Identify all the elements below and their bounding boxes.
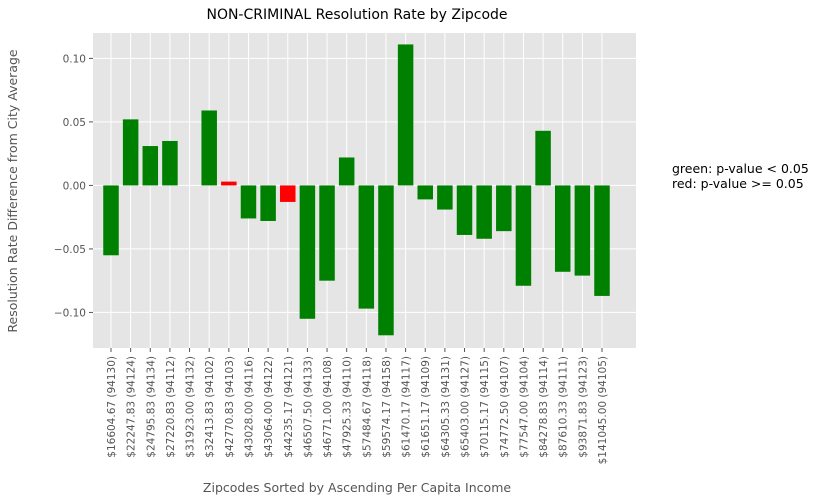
bar	[378, 185, 394, 336]
x-tick-label: $87610.33 (94111)	[558, 356, 570, 458]
y-tick-label: 0.10	[63, 53, 86, 65]
x-tick-label: $93871.83 (94123)	[577, 356, 589, 458]
x-tick-label: $43064.00 (94122)	[263, 356, 275, 458]
bar	[417, 185, 433, 200]
bar	[260, 185, 276, 221]
bar	[122, 119, 139, 186]
x-tick-label: $61651.17 (94109)	[420, 356, 432, 458]
x-ticks: $16604.67 (94130) $22247.83 (94124) $24795…	[106, 348, 609, 464]
bar	[221, 181, 237, 186]
y-tick-label: −0.10	[54, 307, 86, 319]
bar	[476, 185, 492, 239]
x-tick-label: $43028.00 (94116)	[243, 356, 255, 458]
bar	[358, 185, 375, 309]
x-axis-label: Zipcodes Sorted by Ascending Per Capita …	[203, 480, 511, 495]
x-tick-label: $64305.33 (94131)	[440, 356, 452, 458]
y-axis-label: Resolution Rate Difference from City Ave…	[5, 49, 20, 333]
bar	[496, 185, 512, 232]
bar	[280, 185, 296, 202]
x-tick-label: $59574.17 (94158)	[381, 356, 393, 458]
bar	[240, 185, 257, 219]
x-tick-label: $84278.83 (94114)	[538, 356, 550, 458]
x-tick-label: $24795.83 (94134)	[145, 356, 157, 458]
legend-red-note: red: p-value >= 0.05	[672, 176, 804, 191]
y-ticks: −0.10 −0.05 0.00 0.05 0.10	[54, 53, 93, 319]
bar	[554, 185, 571, 272]
y-tick-label: 0.05	[63, 117, 86, 129]
bar	[338, 157, 355, 186]
x-tick-label: $32413.83 (94102)	[204, 356, 216, 458]
x-tick-label: $141045.00 (94105)	[597, 356, 609, 464]
bar	[299, 185, 316, 319]
x-tick-label: $77547.00 (94104)	[518, 356, 530, 458]
x-tick-label: $16604.67 (94130)	[106, 356, 118, 458]
x-tick-label: $47925.33 (94110)	[342, 356, 354, 458]
x-tick-label: $46507.50 (94133)	[302, 356, 314, 458]
bar	[319, 185, 335, 281]
bar	[201, 110, 217, 186]
bar	[142, 146, 159, 186]
bar	[162, 140, 178, 186]
x-tick-label: $42770.83 (94103)	[224, 356, 236, 458]
y-tick-label: 0.00	[63, 180, 86, 192]
y-tick-label: −0.05	[54, 244, 86, 256]
bar	[437, 185, 453, 210]
legend-green-note: green: p-value < 0.05	[672, 161, 809, 176]
bar	[574, 185, 591, 276]
significance-legend: green: p-value < 0.05 red: p-value >= 0.…	[672, 161, 809, 191]
x-tick-label: $57484.67 (94118)	[361, 356, 373, 458]
bar	[535, 130, 551, 186]
bar	[456, 185, 473, 235]
x-tick-label: $74772.50 (94107)	[499, 356, 511, 458]
bar	[103, 185, 119, 256]
x-tick-label: $22247.83 (94124)	[126, 356, 138, 458]
x-tick-label: $61470.17 (94117)	[401, 356, 413, 458]
x-tick-label: $31923.00 (94132)	[185, 356, 197, 458]
chart-title: NON-CRIMINAL Resolution Rate by Zipcode	[206, 7, 507, 23]
x-tick-label: $70115.17 (94115)	[479, 356, 491, 458]
bar	[515, 185, 532, 286]
x-tick-label: $27220.83 (94112)	[165, 356, 177, 458]
bars	[103, 44, 610, 336]
x-tick-label: $46771.00 (94108)	[322, 356, 334, 458]
x-tick-label: $65403.00 (94127)	[460, 356, 472, 458]
x-tick-label: $44235.17 (94121)	[283, 356, 295, 458]
bar	[397, 44, 414, 186]
bar	[594, 185, 610, 296]
